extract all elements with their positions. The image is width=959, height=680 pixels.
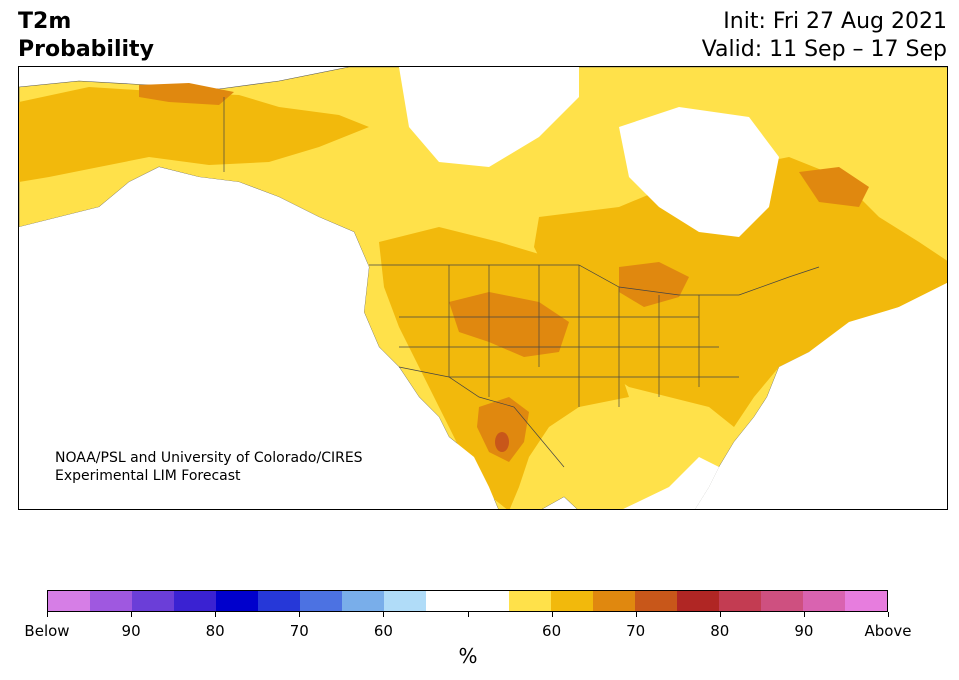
colorbar-segment bbox=[173, 591, 216, 611]
colorbar-tick bbox=[215, 612, 217, 617]
probability-colorbar bbox=[47, 590, 888, 612]
map-credit: NOAA/PSL and University of Colorado/CIRE… bbox=[55, 449, 363, 485]
product-label: Probability bbox=[18, 37, 154, 62]
colorbar-tick bbox=[383, 612, 385, 617]
prob-70-80-core-alaska bbox=[139, 83, 234, 105]
colorbar-tick-label: 90 bbox=[121, 622, 141, 640]
neutral-area-arctic bbox=[399, 67, 579, 167]
colorbar-segment bbox=[299, 591, 342, 611]
colorbar-tick-label: 80 bbox=[205, 622, 225, 640]
colorbar-tick-label: 90 bbox=[794, 622, 814, 640]
colorbar-unit: % bbox=[458, 644, 478, 668]
state-lines bbox=[399, 265, 739, 407]
colorbar-tick-label: 80 bbox=[710, 622, 730, 640]
colorbar-tick-label: 70 bbox=[289, 622, 309, 640]
colorbar-segment bbox=[761, 591, 804, 611]
colorbar-tick bbox=[719, 612, 721, 617]
credit-line-1: NOAA/PSL and University of Colorado/CIRE… bbox=[55, 450, 363, 466]
colorbar-segment bbox=[719, 591, 762, 611]
prob-70-80-core-greatlakes bbox=[619, 262, 689, 307]
colorbar-segment bbox=[89, 591, 132, 611]
prob-60-70-region bbox=[19, 87, 369, 182]
init-date: Init: Fri 27 Aug 2021 bbox=[723, 9, 947, 34]
colorbar-segment bbox=[257, 591, 300, 611]
colorbar-segment bbox=[341, 591, 384, 611]
colorbar-segment bbox=[677, 591, 720, 611]
us-mexico-border bbox=[398, 366, 565, 468]
colorbar-segment bbox=[383, 591, 426, 611]
colorbar-tick bbox=[803, 612, 805, 617]
colorbar-tick bbox=[888, 612, 889, 617]
neutral-area-pacific bbox=[19, 167, 499, 509]
map-canvas bbox=[19, 67, 947, 509]
colorbar-segment bbox=[551, 591, 594, 611]
probability-map bbox=[18, 66, 948, 510]
variable-label: T2m bbox=[18, 9, 72, 34]
colorbar-segment bbox=[131, 591, 174, 611]
colorbar-tick-label: 70 bbox=[626, 622, 646, 640]
colorbar-tick bbox=[131, 612, 133, 617]
colorbar-tick bbox=[299, 612, 301, 617]
colorbar-tick bbox=[47, 612, 48, 617]
map-title: T2m Probability bbox=[18, 8, 154, 64]
colorbar-tick-label: Above bbox=[864, 622, 912, 640]
colorbar-segment bbox=[509, 591, 552, 611]
colorbar-ticks: Below 90 80 70 60 60 70 80 90 Above bbox=[0, 612, 959, 640]
prob-60-70-region-east bbox=[534, 157, 947, 427]
prob-80-90-core bbox=[495, 432, 509, 452]
prob-70-80-core-southwest bbox=[477, 397, 529, 462]
forecast-dates: Init: Fri 27 Aug 2021 Valid: 11 Sep – 17… bbox=[702, 8, 947, 64]
colorbar-segment bbox=[635, 591, 678, 611]
colorbar-tick-label: 60 bbox=[542, 622, 562, 640]
colorbar-tick bbox=[635, 612, 637, 617]
credit-line-2: Experimental LIM Forecast bbox=[55, 468, 241, 484]
colorbar-tick-label: 60 bbox=[373, 622, 393, 640]
neutral-area-gulf bbox=[542, 457, 719, 509]
colorbar-segment bbox=[467, 591, 510, 611]
colorbar-segment bbox=[845, 591, 888, 611]
colorbar-segment bbox=[48, 591, 90, 611]
neutral-area-atlantic bbox=[695, 283, 947, 509]
neutral-area-hudson bbox=[619, 107, 779, 237]
colorbar-segment bbox=[215, 591, 258, 611]
colorbar-segment bbox=[425, 591, 468, 611]
border-lines bbox=[223, 97, 820, 468]
prob-60-70-region-central bbox=[379, 227, 629, 509]
valid-range: Valid: 11 Sep – 17 Sep bbox=[701, 37, 947, 62]
prob-70-80-core-canada bbox=[799, 167, 869, 207]
colorbar-segment bbox=[803, 591, 846, 611]
colorbar-tick bbox=[467, 612, 469, 617]
colorbar-segment bbox=[593, 591, 636, 611]
colorbar-tick bbox=[551, 612, 553, 617]
colorbar-tick-label: Below bbox=[24, 622, 70, 640]
